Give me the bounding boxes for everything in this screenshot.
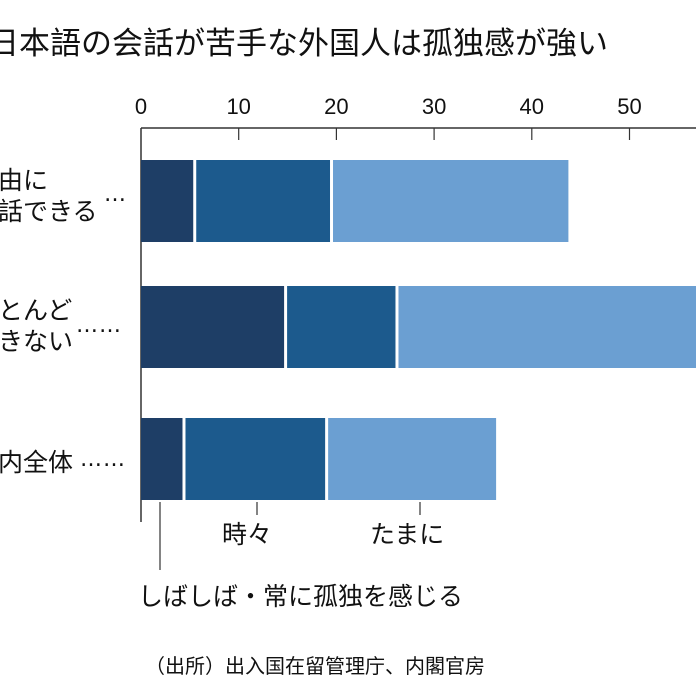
bar-segment <box>141 418 183 500</box>
x-tick-label: 10 <box>226 94 251 119</box>
source-note: （出所）出入国在留管理庁、内閣官房 <box>145 654 485 678</box>
category-label: 内全体 <box>0 447 73 478</box>
legend-label-sometimes: 時々 <box>222 520 273 549</box>
x-tick-label: 30 <box>421 94 447 119</box>
bar-segment <box>141 160 194 242</box>
x-tick-label: 0 <box>134 94 148 119</box>
bar-segment <box>185 418 326 500</box>
chart-title: 日本語の会話が苦手な外国人は孤独感が強い <box>0 26 608 62</box>
bar-segment <box>328 418 497 500</box>
legend-label-occasionally: たまに <box>370 520 445 549</box>
category-label: とんど きない <box>0 295 73 357</box>
category-label-line: 由に <box>0 166 49 195</box>
bar-segment <box>287 286 396 368</box>
leader-dots: …… <box>80 447 126 472</box>
category-label-line: 内全体 <box>0 448 74 477</box>
category-label-line: きない <box>0 327 74 356</box>
x-tick-label: 20 <box>324 94 349 119</box>
x-tick-label: 50 <box>617 94 642 119</box>
legend-label-often-always: しばしば・常に孤独を感じる <box>138 582 464 611</box>
category-label: 由に 話できる <box>0 165 98 227</box>
category-label-line: 話できる <box>0 197 98 226</box>
x-tick-label: 40 <box>519 94 545 119</box>
bar-segment <box>196 160 331 242</box>
category-label-line: とんど <box>0 296 73 325</box>
bar-segment <box>141 286 285 368</box>
bar-segment <box>333 160 569 242</box>
leader-dots: … <box>104 182 127 207</box>
bar-segment <box>398 286 696 368</box>
leader-dots: …… <box>76 313 122 338</box>
